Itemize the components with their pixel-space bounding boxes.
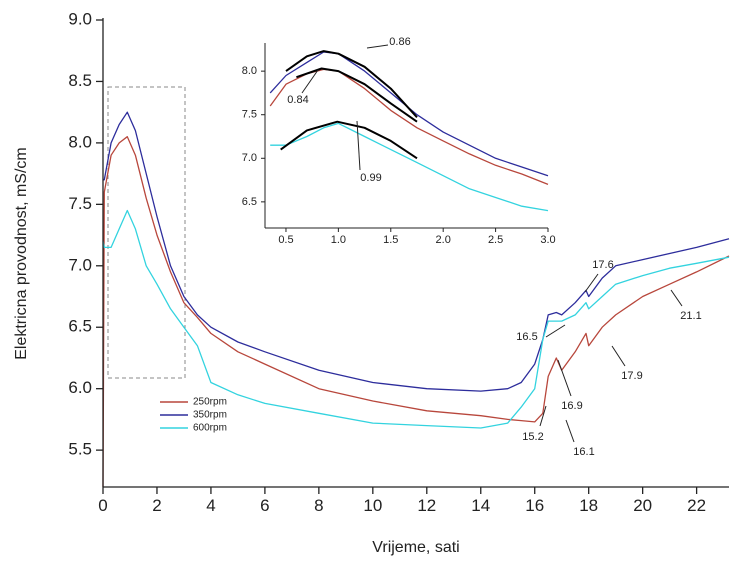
y-tick-label: 8.0 (68, 132, 92, 151)
x-tick-label: 0 (98, 496, 107, 515)
annotation: 16.9 (561, 400, 582, 412)
annotation-leader (565, 419, 575, 443)
annotation: 0.99 (360, 172, 381, 184)
annotation-leader (356, 120, 361, 171)
legend-label: 250rpm (193, 397, 227, 408)
y-tick-label: 5.5 (68, 440, 92, 459)
annotation: 16.5 (516, 331, 537, 343)
annotation: 15.2 (522, 431, 543, 443)
annotation-leader (584, 273, 599, 293)
series-line (270, 122, 549, 212)
annotation-leader (670, 289, 683, 307)
series-line (269, 51, 549, 177)
annotation: 16.1 (573, 446, 594, 458)
x-tick-label: 0.5 (278, 234, 293, 246)
x-tick-label: 2 (152, 496, 161, 515)
annotation-leader (301, 69, 319, 94)
y-tick-label: 9.0 (68, 9, 92, 28)
annotation: 0.84 (287, 94, 308, 106)
y-tick-label: 8.0 (242, 65, 257, 77)
x-tick-label: 4 (206, 496, 215, 515)
y-tick-label: 7.0 (242, 152, 257, 164)
y-tick-label: 6.5 (68, 317, 92, 336)
annotation-leader (366, 44, 389, 49)
annotation: 17.9 (621, 370, 642, 382)
fit-line (285, 50, 418, 118)
annotation: 21.1 (680, 310, 701, 322)
x-tick-label: 3.0 (540, 234, 555, 246)
y-tick-label: 7.5 (242, 109, 257, 121)
x-tick-label: 16 (525, 496, 544, 515)
annotation: 17.6 (592, 259, 613, 271)
fit-line (280, 120, 418, 160)
x-tick-label: 2.5 (488, 234, 503, 246)
x-tick-label: 20 (633, 496, 652, 515)
y-axis-label: Elektricna provodnost, mS/cm (13, 147, 30, 360)
x-tick-label: 14 (471, 496, 490, 515)
annotation-leader (545, 324, 566, 338)
x-tick-label: 1.5 (383, 234, 398, 246)
y-tick-label: 8.5 (68, 71, 92, 90)
legend-label: 350rpm (193, 410, 227, 421)
inset-background (265, 45, 548, 228)
annotation-leader (611, 345, 626, 367)
zoom-region (107, 86, 186, 379)
x-tick-label: 1.0 (331, 234, 346, 246)
series-line (102, 209, 730, 429)
legend-label: 600rpm (193, 423, 227, 434)
y-tick-label: 6.0 (68, 378, 92, 397)
y-tick-label: 6.5 (242, 196, 257, 208)
x-tick-label: 2.0 (436, 234, 451, 246)
annotation: 0.86 (389, 36, 410, 48)
x-tick-label: 10 (363, 496, 382, 515)
annotation-leader (557, 359, 572, 397)
x-axis-label: Vrijeme, sati (372, 539, 459, 556)
x-tick-label: 22 (687, 496, 706, 515)
x-tick-label: 18 (579, 496, 598, 515)
fit-line (296, 67, 418, 123)
x-tick-label: 8 (314, 496, 323, 515)
x-tick-label: 12 (417, 496, 436, 515)
series-line (103, 111, 730, 392)
x-tick-label: 6 (260, 496, 269, 515)
annotation-leader (539, 405, 547, 427)
y-tick-label: 7.5 (68, 194, 92, 213)
y-tick-label: 7.0 (68, 255, 92, 274)
series-line (102, 136, 730, 488)
